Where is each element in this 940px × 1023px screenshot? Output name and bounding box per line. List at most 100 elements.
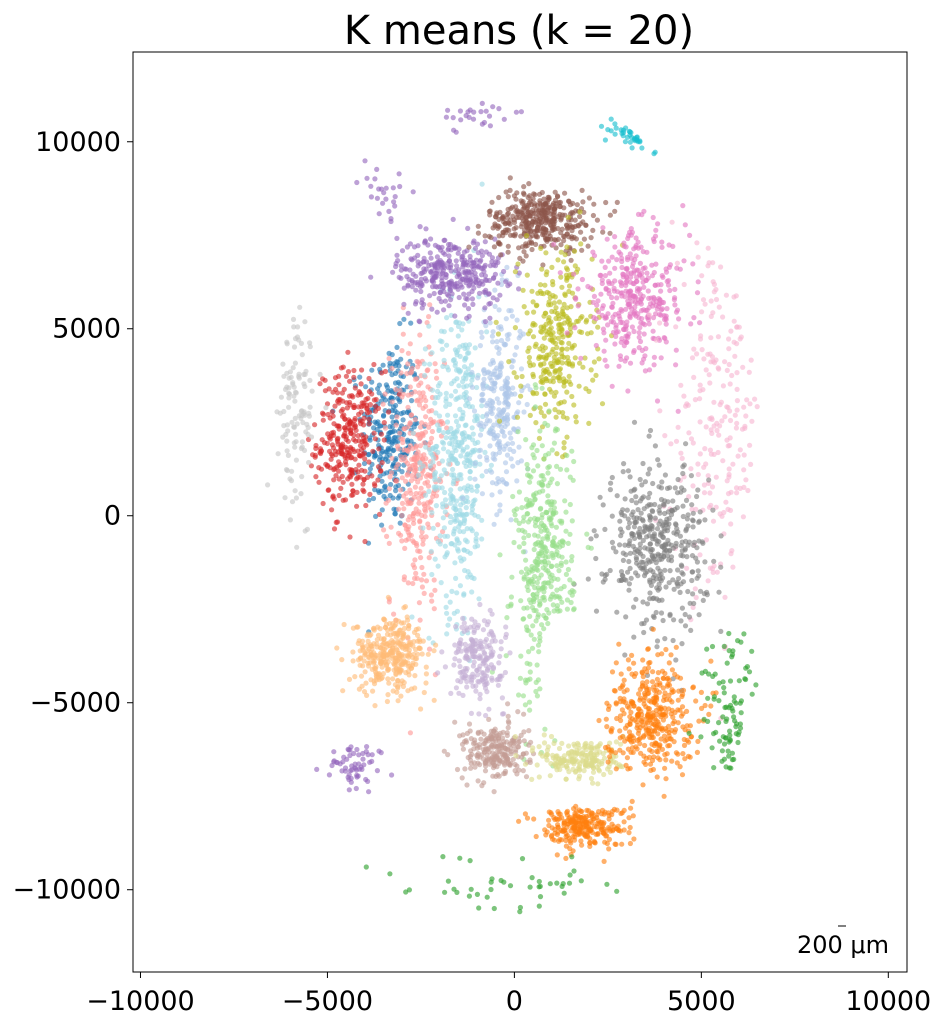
scatter-point-1343 xyxy=(524,401,530,408)
scatter-point-672 xyxy=(388,524,394,530)
scatter-point-3639 xyxy=(565,566,572,573)
scatter-point-4159 xyxy=(339,657,345,663)
scatter-point-2774 xyxy=(674,265,680,271)
scatter-point-3872 xyxy=(539,542,545,549)
scatter-point-475 xyxy=(349,470,355,476)
scatter-point-2947 xyxy=(637,260,644,266)
scatter-point-1817 xyxy=(398,263,404,269)
scatter-point-2773 xyxy=(645,288,651,294)
scatter-point-4736 xyxy=(454,766,461,773)
scatter-point-2528 xyxy=(564,415,570,421)
scatter-point-2862 xyxy=(636,345,642,351)
scatter-point-2454 xyxy=(549,264,555,270)
scatter-point-3015 xyxy=(742,425,748,431)
scatter-point-3318 xyxy=(694,575,700,581)
scatter-point-2261 xyxy=(544,207,551,213)
scatter-point-1013 xyxy=(474,384,480,391)
scatter-point-3819 xyxy=(535,585,541,591)
scatter-point-1686 xyxy=(401,301,407,307)
scatter-point-3485 xyxy=(718,533,724,539)
scatter-point-3566 xyxy=(673,543,679,549)
scatter-point-2832 xyxy=(603,337,609,343)
scatter-point-3164 xyxy=(727,435,733,441)
scatter-point-4278 xyxy=(397,667,403,673)
scatter-point-4125 xyxy=(423,680,429,686)
scatter-point-2896 xyxy=(585,283,591,290)
scatter-point-1439 xyxy=(479,491,485,497)
scatter-point-2559 xyxy=(560,306,566,312)
scatter-point-2675 xyxy=(658,288,664,294)
scatter-point-4370 xyxy=(480,627,486,633)
scatter-point-3949 xyxy=(537,524,543,530)
scatter-point-4376 xyxy=(499,695,505,701)
scatter-point-4659 xyxy=(523,774,530,780)
scatter-point-4320 xyxy=(442,664,448,670)
scatter-point-4341 xyxy=(448,690,454,697)
scatter-point-1574 xyxy=(501,268,507,275)
scatter-point-2227 xyxy=(539,207,545,213)
scatter-point-1770 xyxy=(486,251,493,257)
scatter-point-3649 xyxy=(545,620,551,627)
scatter-point-1898 xyxy=(429,268,435,274)
scatter-point-136 xyxy=(387,424,393,430)
scatter-point-2452 xyxy=(511,370,517,376)
scatter-point-1785 xyxy=(437,290,443,296)
scatter-point-2957 xyxy=(663,315,669,321)
scatter-point-648 xyxy=(398,370,404,376)
scatter-point-1732 xyxy=(439,275,445,281)
scatter-point-354 xyxy=(369,473,375,479)
scatter-point-2750 xyxy=(602,264,608,270)
scatter-point-2181 xyxy=(496,194,502,201)
scatter-point-3846 xyxy=(549,572,555,578)
scatter-point-4479 xyxy=(462,673,469,679)
scatter-point-598 xyxy=(413,570,419,577)
scatter-point-3391 xyxy=(647,517,653,523)
scatter-point-2165 xyxy=(509,204,515,210)
scatter-point-2502 xyxy=(583,319,589,325)
scatter-point-4425 xyxy=(480,646,486,652)
scatter-point-1982 xyxy=(487,208,493,214)
scatter-point-344 xyxy=(354,489,360,495)
scatter-point-2523 xyxy=(546,290,552,297)
scatter-point-2229 xyxy=(580,199,586,205)
scatter-point-4873 xyxy=(556,745,563,752)
scatter-point-3957 xyxy=(565,540,571,547)
scatter-point-1226 xyxy=(479,403,485,409)
scatter-point-843 xyxy=(416,495,422,501)
scatter-point-3177 xyxy=(697,552,703,558)
scatter-point-1298 xyxy=(443,403,449,409)
scatter-point-3879 xyxy=(527,661,533,667)
scatter-point-912 xyxy=(445,622,451,628)
scatter-point-2944 xyxy=(661,335,667,341)
scatter-point-3453 xyxy=(654,526,661,532)
scatter-point-1553 xyxy=(505,402,511,408)
scatter-point-1555 xyxy=(508,308,514,314)
scatter-point-337 xyxy=(316,479,322,485)
scatter-point-2899 xyxy=(655,282,661,288)
scatter-point-3097 xyxy=(748,357,754,363)
scatter-point-3557 xyxy=(648,582,655,589)
scatter-point-538 xyxy=(321,440,328,446)
scatter-point-3880 xyxy=(525,628,532,634)
scatter-point-4833 xyxy=(536,744,542,750)
scatter-point-1939 xyxy=(591,201,597,207)
scatter-point-715 xyxy=(417,443,423,449)
scatter-point-1329 xyxy=(508,435,514,441)
scatter-point-231 xyxy=(397,320,403,327)
scatter-point-1605 xyxy=(442,298,448,304)
scatter-point-2517 xyxy=(582,355,588,361)
scatter-point-4296 xyxy=(359,638,366,644)
scatter-point-1208 xyxy=(443,604,449,610)
scatter-point-1194 xyxy=(462,422,468,429)
scatter-point-3135 xyxy=(710,569,716,576)
scatter-point-3892 xyxy=(563,528,569,534)
scatter-point-851 xyxy=(426,555,432,561)
scatter-point-1112 xyxy=(468,362,475,368)
scatter-point-1003 xyxy=(452,413,459,419)
scatter-point-4374 xyxy=(471,629,477,636)
scatter-point-665 xyxy=(418,485,424,491)
scatter-point-3417 xyxy=(645,495,651,501)
scatter-point-2510 xyxy=(554,451,560,457)
scatter-point-994 xyxy=(445,449,451,455)
scatter-point-412 xyxy=(366,375,372,382)
